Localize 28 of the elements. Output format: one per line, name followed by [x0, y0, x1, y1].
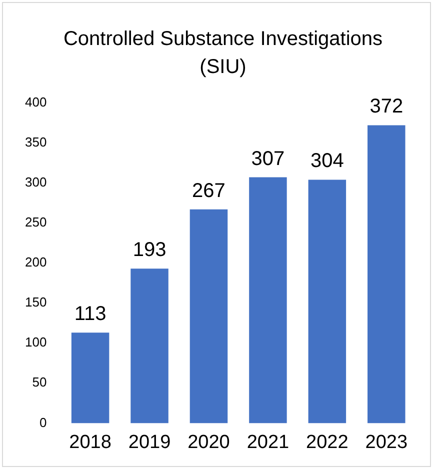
bar: [71, 332, 110, 424]
data-label: 304: [310, 150, 344, 172]
y-tick-label: 400: [24, 94, 47, 110]
y-tick-label: 150: [24, 294, 47, 310]
y-tick-label: 350: [24, 134, 47, 150]
y-tick-label: 50: [32, 374, 47, 390]
y-tick-label: 250: [24, 214, 47, 230]
chart-title: Controlled Substance Investigations (SIU): [62, 27, 384, 80]
x-tick-label: 2019: [128, 432, 171, 453]
bar: [130, 268, 168, 424]
data-label: 372: [370, 96, 404, 118]
x-tick-label: 2021: [246, 432, 290, 453]
bar: [190, 209, 228, 424]
y-tick-label: 0: [39, 414, 47, 430]
x-tick-label: 2018: [69, 432, 112, 453]
y-tick-label: 200: [24, 254, 47, 270]
x-tick-label: 2022: [306, 432, 348, 453]
y-tick-label: 300: [24, 174, 47, 190]
data-label: 193: [132, 239, 166, 262]
data-label: 307: [251, 148, 285, 170]
x-tick-label: 2023: [365, 432, 408, 453]
data-label: 113: [74, 303, 106, 326]
bar: [368, 125, 406, 424]
bar: [249, 177, 287, 424]
x-tick-label: 2020: [188, 432, 230, 453]
y-tick-label: 100: [24, 334, 47, 350]
bar: [308, 180, 346, 424]
data-label: 267: [192, 180, 226, 202]
